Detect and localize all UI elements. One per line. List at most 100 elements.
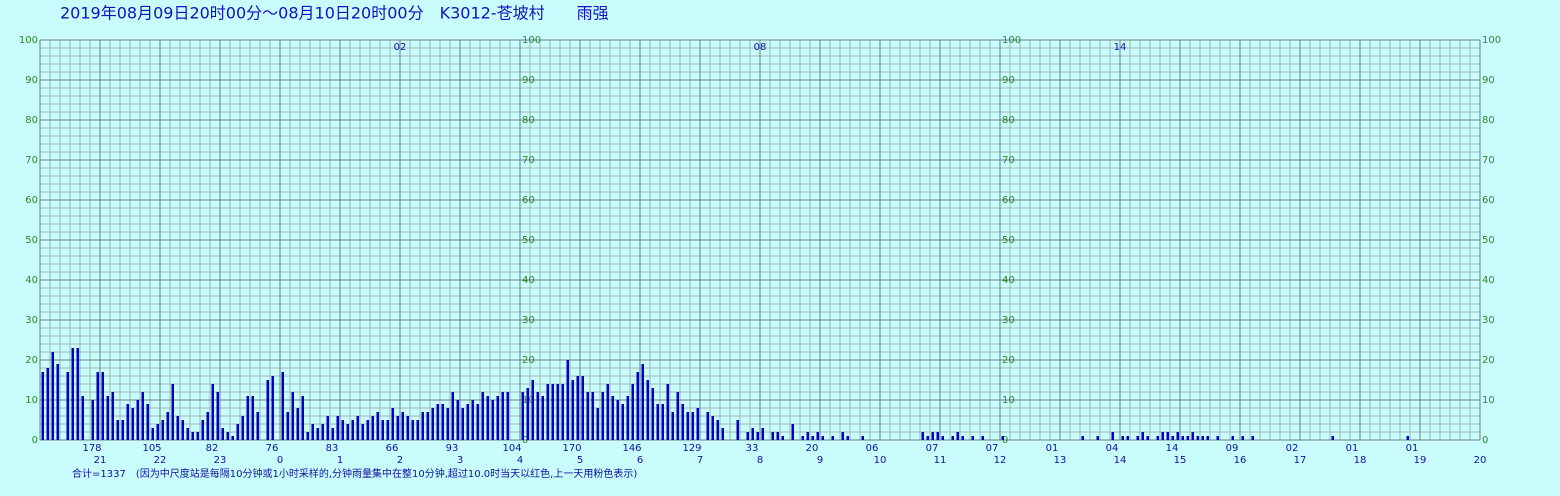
hour-total: 129	[682, 443, 701, 454]
y-tick-label: 100	[1002, 35, 1021, 46]
bar	[1096, 436, 1099, 440]
bar	[1331, 436, 1334, 440]
bar	[286, 412, 289, 440]
bar	[96, 372, 99, 440]
bar	[456, 400, 459, 440]
bar	[931, 432, 934, 440]
bar	[461, 408, 464, 440]
bar	[501, 392, 504, 440]
bar	[151, 428, 154, 440]
bar	[546, 384, 549, 440]
bar	[481, 392, 484, 440]
bar	[1146, 436, 1149, 440]
bar	[1161, 432, 1164, 440]
bar	[956, 432, 959, 440]
bar	[1121, 436, 1124, 440]
bar	[171, 384, 174, 440]
bar	[281, 372, 284, 440]
bar	[416, 420, 419, 440]
bar	[506, 392, 509, 440]
bar	[246, 396, 249, 440]
bar	[336, 416, 339, 440]
bar	[201, 420, 204, 440]
y-tick-label: 20	[1002, 355, 1015, 366]
bar	[301, 396, 304, 440]
y-tick-label: 70	[522, 155, 535, 166]
bar	[236, 424, 239, 440]
y-tick-label: 60	[522, 195, 535, 206]
hour-label: 3	[457, 455, 463, 466]
bar	[386, 420, 389, 440]
bar	[406, 416, 409, 440]
bar	[351, 420, 354, 440]
bar	[1406, 436, 1409, 440]
bar	[316, 428, 319, 440]
bar	[1231, 436, 1234, 440]
y-tick-label: 30	[25, 315, 38, 326]
bar	[206, 412, 209, 440]
y-tick-label: 10	[25, 395, 38, 406]
bar	[291, 392, 294, 440]
bar	[401, 412, 404, 440]
y-tick-label: 30	[522, 315, 535, 326]
bar	[161, 420, 164, 440]
bar	[636, 372, 639, 440]
hour-label: 18	[1354, 455, 1367, 466]
hour-label: 14	[1114, 455, 1127, 466]
bar	[616, 400, 619, 440]
bar	[436, 404, 439, 440]
hour-total: 14	[1166, 443, 1179, 454]
bar	[176, 416, 179, 440]
bar	[926, 436, 929, 440]
bar	[961, 436, 964, 440]
bar	[606, 384, 609, 440]
bar	[211, 384, 214, 440]
bar	[156, 424, 159, 440]
bar	[326, 416, 329, 440]
hour-label: 6	[637, 455, 643, 466]
bar	[1001, 436, 1004, 440]
bar	[446, 408, 449, 440]
hour-total: 105	[142, 443, 161, 454]
bar	[321, 424, 324, 440]
bar	[381, 420, 384, 440]
bar	[706, 412, 709, 440]
y-tick-label: 90	[1482, 75, 1495, 86]
bar	[116, 420, 119, 440]
bar	[241, 416, 244, 440]
bar	[771, 432, 774, 440]
y-tick-label: 0	[522, 435, 528, 446]
bar	[981, 436, 984, 440]
y-tick-label: 50	[25, 235, 38, 246]
bar	[121, 420, 124, 440]
bar	[656, 404, 659, 440]
bar	[486, 396, 489, 440]
hour-label: 10	[874, 455, 887, 466]
bar	[951, 436, 954, 440]
y-tick-label: 50	[522, 235, 535, 246]
bar	[46, 368, 49, 440]
hour-label: 4	[517, 455, 523, 466]
bar	[861, 436, 864, 440]
bar	[441, 404, 444, 440]
bar	[671, 412, 674, 440]
bar	[186, 428, 189, 440]
bar	[231, 436, 234, 440]
hour-label: 8	[757, 455, 763, 466]
bar	[1141, 432, 1144, 440]
bar	[921, 432, 924, 440]
bar	[51, 352, 54, 440]
y-tick-label: 60	[1002, 195, 1015, 206]
bar	[586, 392, 589, 440]
bar	[571, 380, 574, 440]
bar	[591, 392, 594, 440]
bar	[271, 376, 274, 440]
bar	[776, 432, 779, 440]
bar	[1241, 436, 1244, 440]
bar	[716, 420, 719, 440]
y-tick-label: 30	[1482, 315, 1495, 326]
bar	[936, 432, 939, 440]
y-tick-label: 40	[1002, 275, 1015, 286]
y-tick-label: 0	[32, 435, 38, 446]
bar	[491, 400, 494, 440]
